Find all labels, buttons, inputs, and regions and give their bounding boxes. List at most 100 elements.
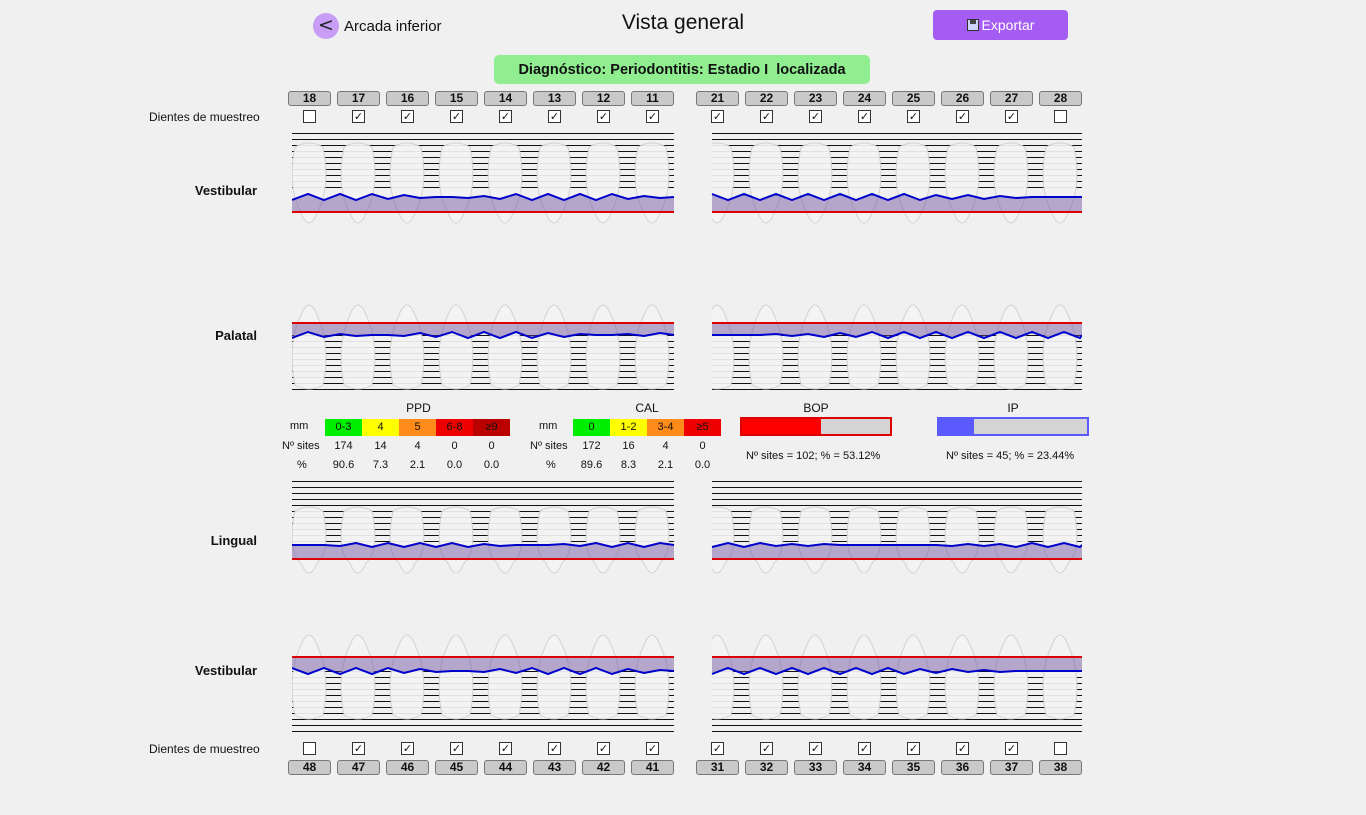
tooth-image	[536, 506, 572, 574]
export-button[interactable]: Exportar	[933, 10, 1068, 40]
lower-tooth-button-46[interactable]: 46	[386, 760, 429, 775]
lower-tooth-button-43[interactable]: 43	[533, 760, 576, 775]
bop-bar	[740, 417, 892, 436]
tooth-image	[292, 634, 327, 720]
upper-tooth-button-13[interactable]: 13	[533, 91, 576, 106]
upper-sample-checkbox-18[interactable]	[303, 110, 316, 123]
lower-sample-checkbox-47[interactable]: ✓	[352, 742, 365, 755]
upper-sample-checkbox-11[interactable]: ✓	[646, 110, 659, 123]
lower-tooth-button-48[interactable]: 48	[288, 760, 331, 775]
lower-sample-checkbox-42[interactable]: ✓	[597, 742, 610, 755]
tooth-image	[585, 506, 621, 574]
lower-sample-checkbox-41[interactable]: ✓	[646, 742, 659, 755]
probing-depth-line	[712, 330, 1082, 340]
lower-sample-checkbox-32[interactable]: ✓	[760, 742, 773, 755]
lower-sample-checkbox-46[interactable]: ✓	[401, 742, 414, 755]
ppd-sites-2: 4	[414, 440, 421, 452]
upper-sample-checkbox-21[interactable]: ✓	[711, 110, 724, 123]
ppd-sites-label: Nº sites	[282, 440, 320, 452]
upper-sample-checkbox-24[interactable]: ✓	[858, 110, 871, 123]
tooth-image	[340, 304, 376, 390]
ppd-sites-0: 174	[334, 440, 353, 452]
cal-sites-label: Nº sites	[530, 440, 568, 452]
lower-sample-checkbox-31[interactable]: ✓	[711, 742, 724, 755]
lower-tooth-button-36[interactable]: 36	[941, 760, 984, 775]
lower-sample-checkbox-44[interactable]: ✓	[499, 742, 512, 755]
upper-tooth-button-27[interactable]: 27	[990, 91, 1033, 106]
upper-tooth-button-14[interactable]: 14	[484, 91, 527, 106]
lower-tooth-button-44[interactable]: 44	[484, 760, 527, 775]
upper-sample-checkbox-12[interactable]: ✓	[597, 110, 610, 123]
upper-tooth-button-15[interactable]: 15	[435, 91, 478, 106]
upper-tooth-button-24[interactable]: 24	[843, 91, 886, 106]
cal-category-2: 3-4	[647, 419, 684, 436]
upper-sample-checkbox-22[interactable]: ✓	[760, 110, 773, 123]
upper-tooth-button-28[interactable]: 28	[1039, 91, 1082, 106]
upper-sample-checkbox-17[interactable]: ✓	[352, 110, 365, 123]
lower-tooth-button-38[interactable]: 38	[1039, 760, 1082, 775]
cal-sites-2: 4	[662, 440, 669, 452]
lower-tooth-button-35[interactable]: 35	[892, 760, 935, 775]
lower-sample-checkbox-38[interactable]	[1054, 742, 1067, 755]
upper-sample-checkbox-16[interactable]: ✓	[401, 110, 414, 123]
upper-tooth-button-18[interactable]: 18	[288, 91, 331, 106]
upper-tooth-button-21[interactable]: 21	[696, 91, 739, 106]
lower-tooth-button-41[interactable]: 41	[631, 760, 674, 775]
tooth-image	[797, 506, 833, 574]
probing-depth-line	[292, 192, 675, 202]
lower-tooth-button-47[interactable]: 47	[337, 760, 380, 775]
ppd-pct-1: 7.3	[372, 459, 389, 471]
lower-sample-checkbox-33[interactable]: ✓	[809, 742, 822, 755]
upper-tooth-button-22[interactable]: 22	[745, 91, 788, 106]
upper-tooth-button-16[interactable]: 16	[386, 91, 429, 106]
tooth-image	[895, 506, 931, 574]
quadrant-gap	[674, 285, 712, 397]
upper-sample-checkbox-14[interactable]: ✓	[499, 110, 512, 123]
quadrant-gap	[674, 131, 712, 243]
cal-sites-3: 0	[699, 440, 706, 452]
lower-sample-checkbox-37[interactable]: ✓	[1005, 742, 1018, 755]
lower-sample-label: Dientes de muestreo	[149, 742, 260, 756]
lower-sample-checkbox-48[interactable]	[303, 742, 316, 755]
ppd-category-4: ≥9	[473, 419, 510, 436]
lower-vestibular-chart	[292, 615, 1082, 733]
tooth-image	[748, 506, 784, 574]
back-button[interactable]: < Arcada inferior	[313, 13, 442, 39]
upper-tooth-button-26[interactable]: 26	[941, 91, 984, 106]
lower-vestibular-label: Vestibular	[194, 663, 257, 678]
upper-sample-checkbox-15[interactable]: ✓	[450, 110, 463, 123]
upper-tooth-button-11[interactable]: 11	[631, 91, 674, 106]
lower-tooth-button-37[interactable]: 37	[990, 760, 1033, 775]
tooth-image	[748, 304, 784, 390]
lower-sample-checkbox-35[interactable]: ✓	[907, 742, 920, 755]
lower-tooth-button-42[interactable]: 42	[582, 760, 625, 775]
lower-tooth-button-45[interactable]: 45	[435, 760, 478, 775]
tooth-images	[292, 304, 1078, 390]
upper-sample-checkbox-26[interactable]: ✓	[956, 110, 969, 123]
ppd-pct-2: 2.1	[409, 459, 426, 471]
tooth-image	[438, 634, 474, 720]
tooth-image	[748, 634, 784, 720]
lower-tooth-button-32[interactable]: 32	[745, 760, 788, 775]
upper-sample-checkbox-27[interactable]: ✓	[1005, 110, 1018, 123]
lower-tooth-button-33[interactable]: 33	[794, 760, 837, 775]
bop-title: BOP	[803, 401, 829, 415]
upper-sample-checkbox-28[interactable]	[1054, 110, 1067, 123]
upper-tooth-button-17[interactable]: 17	[337, 91, 380, 106]
upper-sample-checkbox-25[interactable]: ✓	[907, 110, 920, 123]
upper-sample-checkbox-23[interactable]: ✓	[809, 110, 822, 123]
ip-bar-fill	[939, 419, 974, 434]
tooth-image	[993, 304, 1029, 390]
lower-sample-checkbox-34[interactable]: ✓	[858, 742, 871, 755]
upper-tooth-button-25[interactable]: 25	[892, 91, 935, 106]
upper-tooth-button-23[interactable]: 23	[794, 91, 837, 106]
upper-tooth-button-12[interactable]: 12	[582, 91, 625, 106]
upper-sample-checkbox-13[interactable]: ✓	[548, 110, 561, 123]
cal-pct-0: 89.6	[580, 459, 603, 471]
lower-sample-checkbox-45[interactable]: ✓	[450, 742, 463, 755]
lower-sample-checkbox-36[interactable]: ✓	[956, 742, 969, 755]
tooth-image	[1042, 304, 1078, 390]
lower-sample-checkbox-43[interactable]: ✓	[548, 742, 561, 755]
lower-tooth-button-34[interactable]: 34	[843, 760, 886, 775]
lower-tooth-button-31[interactable]: 31	[696, 760, 739, 775]
